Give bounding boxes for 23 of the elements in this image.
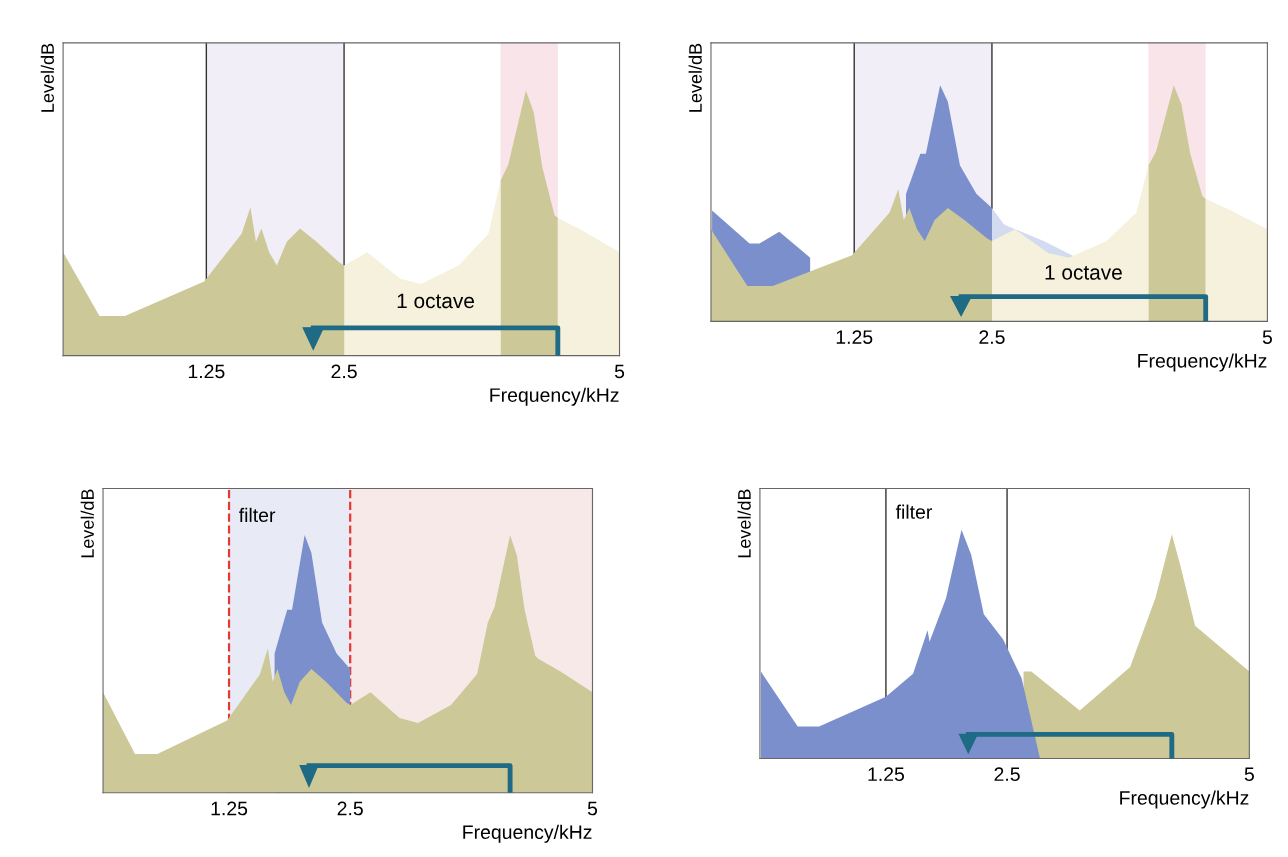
x-tick-label: 5	[1262, 330, 1272, 344]
x-tick-label: 1.25	[188, 364, 225, 379]
x-tick-label: 2.5	[331, 364, 357, 379]
y-axis-title: Level/dB	[688, 43, 702, 112]
x-tick-label: 1.25	[836, 330, 873, 344]
x-tick-label: 1.25	[868, 767, 905, 782]
ref-line-label: filter	[239, 507, 276, 523]
x-tick-label: 2.5	[337, 801, 363, 816]
x-axis-title: Frequency/kHz	[463, 824, 592, 843]
x-tick-label: 5	[614, 364, 625, 379]
x-tick-label: 5	[1244, 767, 1254, 782]
x-axis-title: Frequency/kHz	[1138, 353, 1267, 372]
ref-line-label: filter	[895, 504, 933, 519]
x-tick-label: 1.25	[211, 801, 248, 816]
y-axis-title: Level/dB	[40, 43, 54, 112]
x-axis-title: Frequency/kHz	[490, 387, 619, 406]
x-tick-label: 2.5	[979, 330, 1005, 344]
annotation: 1 octave	[397, 293, 474, 309]
x-tick-label: 2.5	[994, 767, 1020, 782]
y-axis-title: Level/dB	[737, 489, 751, 558]
x-axis-title: Frequency/kHz	[1120, 790, 1249, 809]
y-axis-title: Level/dB	[80, 489, 94, 558]
x-tick-label: 5	[587, 801, 598, 816]
